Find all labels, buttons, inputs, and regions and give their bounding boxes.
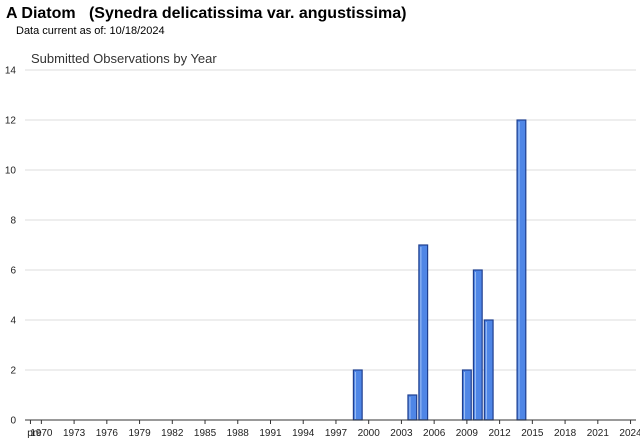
- x-tick-label: 2006: [423, 428, 446, 439]
- x-tick-label: 2009: [456, 428, 479, 439]
- bar-2005[interactable]: [418, 244, 429, 421]
- x-tick-label: 2018: [554, 428, 577, 439]
- y-tick-label: 0: [10, 416, 16, 427]
- bar-2011[interactable]: [483, 319, 494, 421]
- bar-2004[interactable]: [407, 394, 418, 421]
- y-tick-label: 2: [10, 366, 16, 377]
- x-tick-label: 1970: [30, 428, 53, 439]
- x-tick-label: 2003: [390, 428, 413, 439]
- x-tick-label: 2012: [488, 428, 511, 439]
- y-tick-label: 12: [5, 116, 17, 127]
- x-tick-label: 1994: [292, 428, 315, 439]
- x-tick-label: 1988: [227, 428, 250, 439]
- x-tick-label: 1976: [96, 428, 119, 439]
- y-tick-label: 6: [10, 266, 16, 277]
- bar-2014[interactable]: [516, 119, 527, 421]
- bar-2009[interactable]: [461, 369, 472, 421]
- page-title: A Diatom (Synedra delicatissima var. ang…: [6, 5, 407, 22]
- x-tick-label: 1985: [194, 428, 217, 439]
- bar-1999[interactable]: [352, 369, 363, 421]
- x-tick-label: 2015: [521, 428, 544, 439]
- x-tick-label: 2000: [358, 428, 381, 439]
- y-tick-label: 14: [5, 66, 17, 77]
- y-tick-label: 8: [10, 216, 16, 227]
- y-tick-label: 4: [10, 316, 16, 327]
- x-tick-label: 1997: [325, 428, 348, 439]
- y-tick-label: 10: [5, 166, 17, 177]
- x-tick-label: 1982: [161, 428, 184, 439]
- chart-title: Submitted Observations by Year: [31, 51, 217, 66]
- bar-2010[interactable]: [472, 269, 483, 421]
- x-tick-label: 1991: [259, 428, 282, 439]
- x-tick-label: 1973: [63, 428, 86, 439]
- data-date: Data current as of: 10/18/2024: [16, 25, 165, 37]
- x-tick-label: 1979: [128, 428, 151, 439]
- x-tick-label: 2024: [619, 428, 640, 439]
- x-tick-label: pre: [27, 428, 42, 439]
- x-tick-label: 2021: [587, 428, 610, 439]
